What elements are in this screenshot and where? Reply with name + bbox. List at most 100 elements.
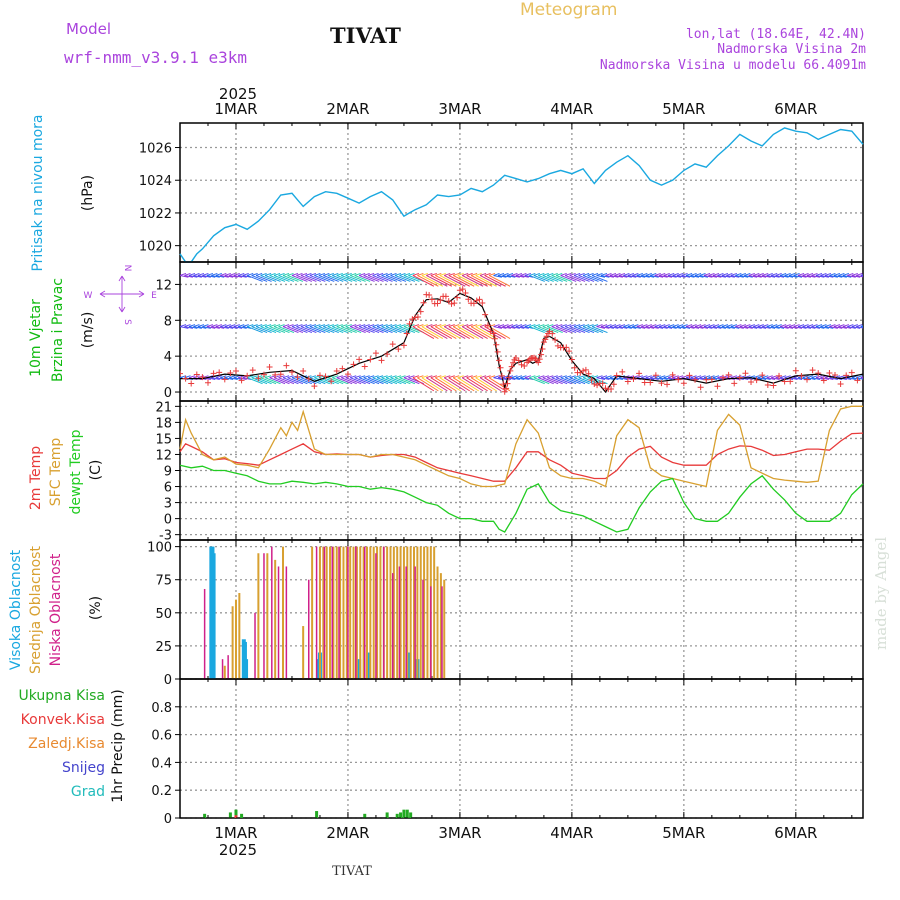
wind-barb-flag xyxy=(833,272,841,276)
wind-barb xyxy=(627,326,637,329)
wind-barb-flag xyxy=(300,324,308,328)
wind-barb-flag xyxy=(573,272,581,276)
gust-marker xyxy=(748,379,755,386)
wind-barb-flag xyxy=(511,272,518,276)
wind-speed-line xyxy=(180,292,863,393)
wind-barb-flag xyxy=(703,272,711,276)
wind-barb xyxy=(385,274,402,282)
left-labels: Pritisak na nivou mora (hPa) 10m Vjetar Brz… xyxy=(8,114,157,802)
wind-barb-flag xyxy=(627,272,635,276)
y-tick-label: 12 xyxy=(155,278,172,293)
wind-barb xyxy=(824,274,834,278)
wind-barb xyxy=(717,326,726,329)
wind-barb-flag xyxy=(515,375,523,379)
gust-marker xyxy=(521,363,528,370)
wind-barb-flag xyxy=(350,324,357,328)
wind-barb xyxy=(273,326,290,334)
gust-marker xyxy=(311,383,318,390)
bottom-day-label: 4MAR xyxy=(550,824,593,842)
wind-barb xyxy=(273,274,290,282)
wind-barb xyxy=(739,326,749,329)
wind-barb xyxy=(829,326,838,329)
wind-barb xyxy=(569,377,586,385)
gust-marker xyxy=(465,296,472,303)
wind-barb xyxy=(788,326,798,329)
gust-marker xyxy=(389,341,396,348)
gust-marker xyxy=(588,377,595,384)
wind-barb-flag xyxy=(444,272,451,276)
wind-barb-flag xyxy=(748,324,755,328)
wind-barb xyxy=(309,274,326,282)
wind-barb-flag xyxy=(587,324,594,328)
wind-barb-flag xyxy=(341,375,348,379)
wind-barb xyxy=(529,274,545,282)
wind-barb xyxy=(336,274,353,282)
wind-barb-flag xyxy=(524,272,532,276)
wind-barb-flag xyxy=(184,324,191,328)
wind-barb xyxy=(435,275,457,287)
wind-barb-flag xyxy=(582,324,590,328)
wind-barb-flag xyxy=(439,272,446,276)
wind-barb-flag xyxy=(784,324,791,328)
dewpoint-line xyxy=(179,464,864,533)
gust-marker xyxy=(636,370,643,377)
wind-barb-flag xyxy=(318,324,325,328)
wind-barb-flag xyxy=(417,324,424,328)
wind-barb xyxy=(444,275,466,287)
gust-marker xyxy=(508,363,515,370)
wind-barb xyxy=(815,326,825,329)
wind-barb-flag xyxy=(233,324,240,328)
wind-barb-flag xyxy=(211,272,218,276)
wind-barb-flag xyxy=(717,272,724,276)
wind-barb-flag xyxy=(426,324,433,328)
wind-barb xyxy=(766,274,776,278)
wind-barb xyxy=(842,274,852,278)
precip-legend-2: Zaledj.Kisa xyxy=(28,736,105,752)
gust-marker xyxy=(451,300,458,307)
gust-marker xyxy=(361,363,368,370)
wind-barb-flag xyxy=(600,272,608,276)
wind-barb-flag xyxy=(757,272,764,276)
wind-barb xyxy=(529,326,545,334)
wind-barb xyxy=(184,274,193,278)
wind-barb xyxy=(775,377,785,380)
wind-barb-flag xyxy=(412,375,420,379)
wind-barb-flag xyxy=(802,324,809,328)
gust-marker xyxy=(720,374,727,381)
wind-barb xyxy=(354,326,371,334)
wind-barb xyxy=(269,274,286,282)
wind-barb xyxy=(788,274,798,278)
wind-barb xyxy=(569,326,586,334)
wind-barb-flag xyxy=(726,324,733,328)
wind-barb-flag xyxy=(645,324,652,328)
wind-barb xyxy=(694,326,704,329)
wind-barb xyxy=(354,274,371,282)
wind-barb-flag xyxy=(730,375,738,379)
wind-barb xyxy=(556,326,572,334)
wind-barb xyxy=(520,377,529,380)
dewpoint-label: dewpt Temp xyxy=(68,429,84,514)
wind-barb xyxy=(520,326,529,329)
wind-barb-flag xyxy=(856,324,863,328)
wind-barb-flag xyxy=(430,375,437,379)
wind-barb xyxy=(780,326,789,329)
gust-marker xyxy=(437,297,444,304)
gust-marker xyxy=(652,372,659,379)
y-tick-label: 3 xyxy=(164,497,172,512)
wind-barb-flag xyxy=(273,324,281,328)
wind-barb-flag xyxy=(556,324,563,328)
wind-barb-flag xyxy=(824,324,832,328)
gust-marker xyxy=(815,370,822,377)
y-tick-label: 12 xyxy=(155,448,172,463)
wind-barb xyxy=(587,326,604,334)
gust-marker xyxy=(624,378,631,385)
wind-barb xyxy=(291,326,308,334)
wind-barb-flag xyxy=(538,272,545,276)
wind-barb xyxy=(273,377,290,385)
wind-barb-flag xyxy=(614,324,621,328)
gust-marker xyxy=(448,300,455,307)
wind-barb-flag xyxy=(367,375,375,379)
total-precip-bar xyxy=(315,811,319,818)
wind-barb-flag xyxy=(247,324,254,328)
wind-barb-flag xyxy=(336,272,343,276)
